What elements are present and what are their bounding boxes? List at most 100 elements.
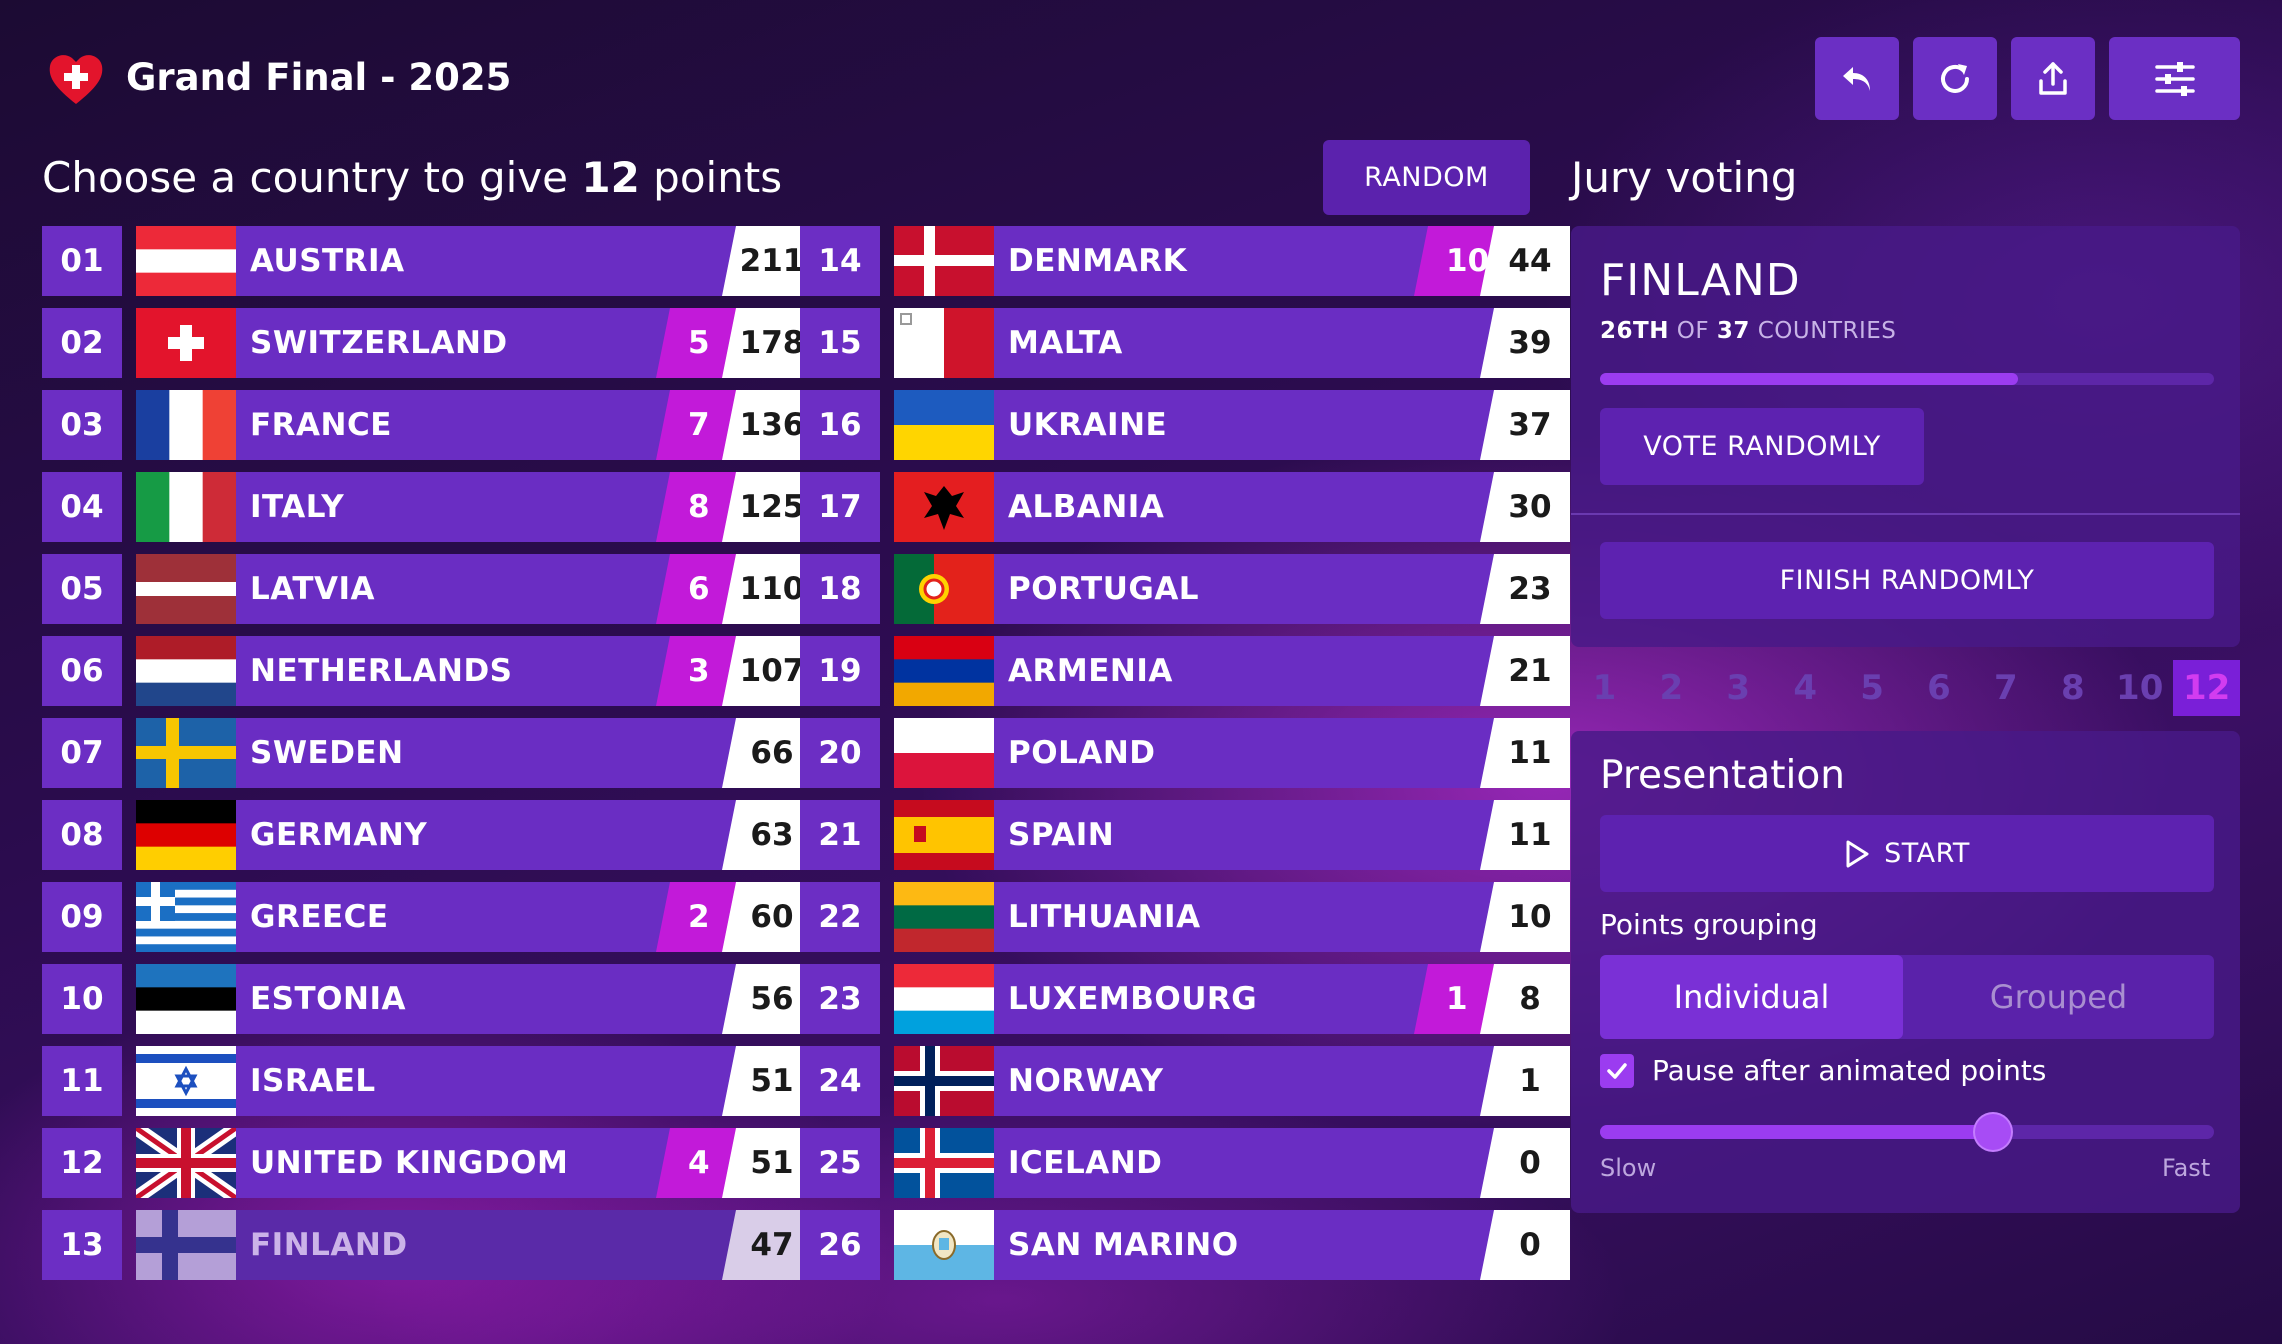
points-option-4[interactable]: 4 [1793, 668, 1817, 708]
settings-button[interactable] [2109, 37, 2240, 120]
share-icon [2039, 61, 2067, 95]
fr-flag-icon [136, 390, 236, 460]
country-name: ICELAND [1008, 1145, 1163, 1181]
country-row[interactable]: 21 SPAIN 11 [800, 800, 1570, 870]
grouping-individual-option[interactable]: Individual [1600, 955, 1903, 1039]
finish-randomly-button[interactable]: FINISH RANDOMLY [1600, 542, 2214, 619]
country-name: ISRAEL [250, 1063, 376, 1099]
rank-badge: 05 [42, 554, 122, 624]
points-option-3[interactable]: 3 [1726, 668, 1751, 708]
country-bar: NORWAY 1 [894, 1046, 1570, 1116]
country-row[interactable]: 10 ESTONIA 56 [42, 964, 812, 1034]
country-score: 11 [1480, 718, 1570, 788]
country-name: NETHERLANDS [250, 653, 513, 689]
country-score: 37 [1480, 390, 1570, 460]
points-option-10[interactable]: 10 [2116, 668, 2164, 708]
country-name: PORTUGAL [1008, 571, 1200, 607]
es-flag-icon [894, 800, 994, 870]
de-flag-icon [136, 800, 236, 870]
country-row[interactable]: 08 GERMANY 63 [42, 800, 812, 870]
country-bar: GERMANY 63 [136, 800, 812, 870]
country-bar: SAN MARINO 0 [894, 1210, 1570, 1280]
country-name: ESTONIA [250, 981, 406, 1017]
vote-randomly-button[interactable]: VOTE RANDOMLY [1600, 408, 1924, 485]
grouping-grouped-option[interactable]: Grouped [1989, 978, 2128, 1016]
rank-badge: 12 [42, 1128, 122, 1198]
country-row[interactable]: 05 LATVIA 6 110 [42, 554, 812, 624]
country-row[interactable]: 20 POLAND 11 [800, 718, 1570, 788]
country-score: 47 [722, 1210, 812, 1280]
country-row[interactable]: 06 NETHERLANDS 3 107 [42, 636, 812, 706]
pause-checkbox[interactable] [1600, 1054, 1634, 1088]
undo-button[interactable] [1815, 37, 1899, 120]
country-name: GERMANY [250, 817, 428, 853]
country-score: 0 [1480, 1210, 1570, 1280]
country-name: SWITZERLAND [250, 325, 508, 361]
mt-flag-icon [894, 308, 994, 378]
country-score: 63 [722, 800, 812, 870]
country-row[interactable]: 22 LITHUANIA 10 [800, 882, 1570, 952]
rank-badge: 13 [42, 1210, 122, 1280]
rank-badge: 14 [800, 226, 880, 296]
country-name: ALBANIA [1008, 489, 1165, 525]
country-score: 39 [1480, 308, 1570, 378]
points-option-8[interactable]: 8 [2060, 668, 2085, 708]
country-row[interactable]: 01 AUSTRIA 211 [42, 226, 812, 296]
rank-badge: 22 [800, 882, 880, 952]
points-option-2[interactable]: 2 [1659, 668, 1684, 708]
points-option-1[interactable]: 1 [1592, 668, 1617, 708]
country-row[interactable]: 02 SWITZERLAND 5 178 [42, 308, 812, 378]
points-option-5[interactable]: 5 [1860, 668, 1884, 708]
country-row[interactable]: 23 LUXEMBOURG 1 8 [800, 964, 1570, 1034]
country-score: 125 [722, 472, 812, 542]
country-row[interactable]: 15 MALTA 39 [800, 308, 1570, 378]
speed-slider-thumb[interactable] [1974, 1114, 2011, 1150]
page-title: Grand Final - 2025 [126, 56, 512, 99]
country-row[interactable]: 18 PORTUGAL 23 [800, 554, 1570, 624]
rank-badge: 11 [42, 1046, 122, 1116]
country-bar: NETHERLANDS 3 107 [136, 636, 812, 706]
country-row[interactable]: 04 ITALY 8 125 [42, 472, 812, 542]
no-flag-icon [894, 1046, 994, 1116]
refresh-button[interactable] [1913, 37, 1997, 120]
country-row[interactable]: 09 GREECE 2 60 [42, 882, 812, 952]
country-name: POLAND [1008, 735, 1156, 771]
rank-badge: 24 [800, 1046, 880, 1116]
start-button[interactable]: START [1600, 815, 2214, 892]
country-row[interactable]: 26 SAN MARINO 0 [800, 1210, 1570, 1280]
country-row[interactable]: 11 ISRAEL 51 [42, 1046, 812, 1116]
country-row[interactable]: 03 FRANCE 7 136 [42, 390, 812, 460]
country-bar: ESTONIA 56 [136, 964, 812, 1034]
swiss-heart-logo [46, 48, 106, 108]
given-points-badge: 2 [656, 882, 736, 952]
country-row[interactable]: 12 UNITED KINGDOM 4 51 [42, 1128, 812, 1198]
random-button[interactable]: RANDOM [1323, 140, 1530, 215]
country-bar: PORTUGAL 23 [894, 554, 1570, 624]
country-row[interactable]: 14 DENMARK 10 44 [800, 226, 1570, 296]
country-bar: GREECE 2 60 [136, 882, 812, 952]
country-name: LATVIA [250, 571, 376, 607]
country-score: 178 [722, 308, 812, 378]
country-score: 136 [722, 390, 812, 460]
country-score: 51 [722, 1046, 812, 1116]
country-row[interactable]: 25 ICELAND 0 [800, 1128, 1570, 1198]
country-row[interactable]: 17 ALBANIA 30 [800, 472, 1570, 542]
country-score: 211 [722, 226, 812, 296]
country-row[interactable]: 19 ARMENIA 21 [800, 636, 1570, 706]
given-points-badge: 3 [656, 636, 736, 706]
play-icon [1846, 840, 1869, 867]
rank-badge: 01 [42, 226, 122, 296]
country-row[interactable]: 07 SWEDEN 66 [42, 718, 812, 788]
points-option-12[interactable]: 12 [2173, 660, 2241, 716]
points-option-7[interactable]: 7 [1994, 668, 2018, 708]
points-option-6[interactable]: 6 [1927, 668, 1951, 708]
is-flag-icon [894, 1128, 994, 1198]
share-button[interactable] [2011, 37, 2095, 120]
country-row[interactable]: 16 UKRAINE 37 [800, 390, 1570, 460]
country-name: FINLAND [250, 1227, 408, 1263]
country-row[interactable]: 24 NORWAY 1 [800, 1046, 1570, 1116]
ua-flag-icon [894, 390, 994, 460]
am-flag-icon [894, 636, 994, 706]
country-name: GREECE [250, 899, 389, 935]
given-points-badge: 8 [656, 472, 736, 542]
